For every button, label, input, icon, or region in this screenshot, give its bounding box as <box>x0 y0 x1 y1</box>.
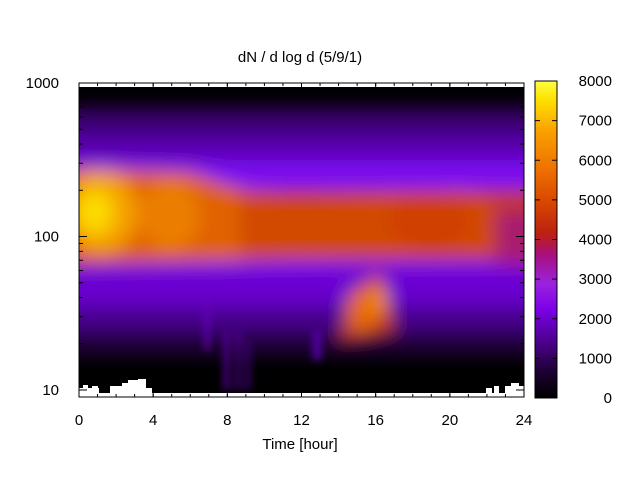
x-tick-label: 20 <box>441 412 458 429</box>
x-tick-label: 16 <box>367 412 384 429</box>
colorbar-tick-label: 4000 <box>579 232 612 249</box>
colorbar-tick-label: 7000 <box>579 113 612 130</box>
chart-title: dN / d log d (5/9/1) <box>238 49 362 66</box>
x-tick-label: 24 <box>516 412 533 429</box>
colorbar-tick-label: 2000 <box>579 311 612 328</box>
colorbar: 0 1000 2000 3000 4000 5000 6000 7000 8000 <box>534 73 612 407</box>
x-axis-label: Time [hour] <box>262 436 337 453</box>
x-tick-label: 12 <box>293 412 310 429</box>
x-tick-label: 4 <box>149 412 157 429</box>
y-axis: 10 100 1000 <box>26 75 524 399</box>
colorbar-tick-label: 5000 <box>579 192 612 209</box>
colorbar-tick-label: 3000 <box>579 271 612 288</box>
x-tick-label: 8 <box>223 412 231 429</box>
missing-data-gaps <box>79 379 524 393</box>
colorbar-tick-label: 0 <box>604 390 612 407</box>
plot-area <box>79 87 524 393</box>
colorbar-tick-label: 8000 <box>579 73 612 90</box>
x-axis: 0 4 8 12 16 20 24 <box>75 83 533 429</box>
y-tick-label: 100 <box>34 228 59 245</box>
colorbar-ticks: 0 1000 2000 3000 4000 5000 6000 7000 8000 <box>535 73 612 407</box>
x-tick-label: 0 <box>75 412 83 429</box>
colorbar-tick-label: 1000 <box>579 350 612 367</box>
y-tick-label: 1000 <box>26 75 59 92</box>
colorbar-tick-label: 6000 <box>579 152 612 169</box>
y-tick-label: 10 <box>42 382 59 399</box>
